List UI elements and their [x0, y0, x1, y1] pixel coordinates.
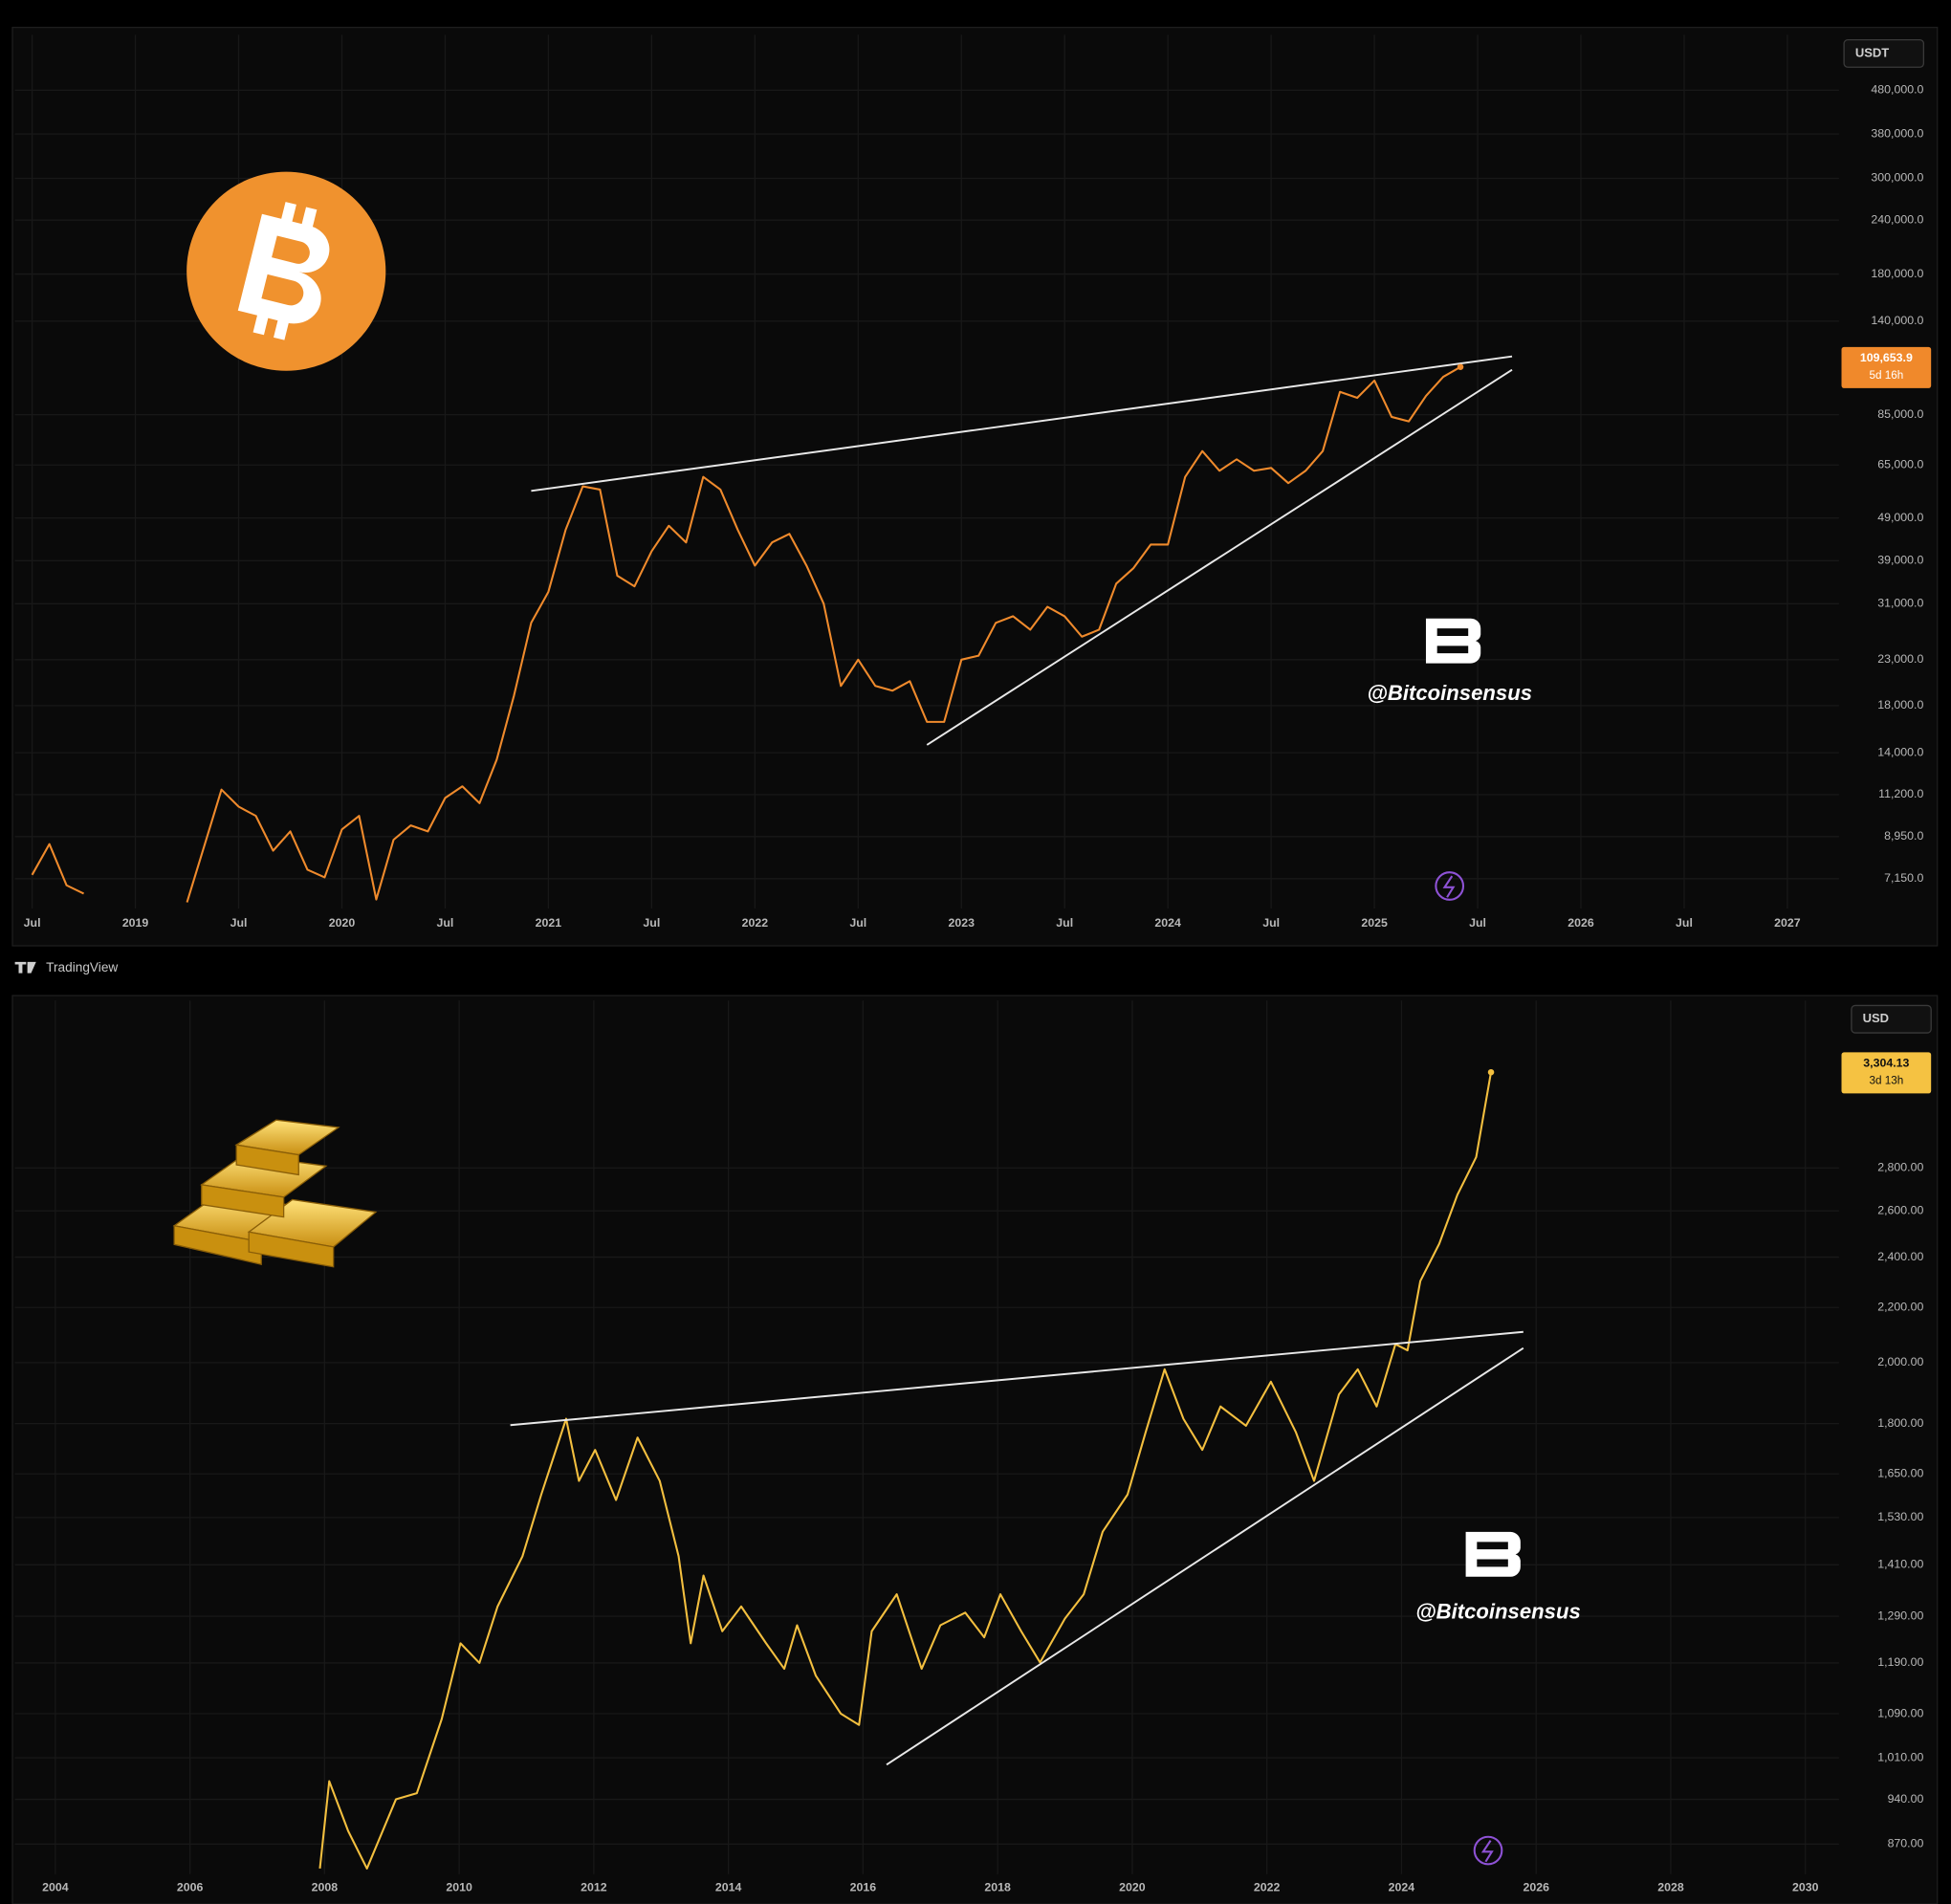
x-tick-label: 2012	[581, 1880, 607, 1893]
x-tick-label: Jul	[230, 916, 248, 930]
y-tick-label: 2,200.00	[1877, 1300, 1923, 1313]
x-tick-label: 2021	[536, 916, 562, 930]
y-tick-label: 380,000.0	[1871, 126, 1923, 140]
brand-label: TradingView	[46, 960, 118, 974]
price-label: 3,304.13	[1863, 1056, 1909, 1069]
y-tick-label: 1,530.00	[1877, 1510, 1923, 1523]
x-tick-label: 2014	[715, 1880, 742, 1893]
y-tick-label: 140,000.0	[1871, 314, 1923, 327]
lightning-icon	[1435, 871, 1503, 1866]
price-label-box	[1841, 1052, 1932, 1094]
x-tick-label: 2010	[446, 1880, 472, 1893]
x-tick-label: 2022	[742, 916, 769, 930]
gold-panel	[11, 995, 1939, 1904]
trendline	[886, 1346, 1524, 1766]
countdown-label: 5d 16h	[1869, 369, 1903, 382]
trendline	[510, 1330, 1524, 1427]
y-tick-label: 180,000.0	[1871, 267, 1923, 280]
x-tick-label: Jul	[1262, 916, 1280, 930]
y-tick-label: 300,000.0	[1871, 171, 1923, 185]
y-tick-label: 1,010.00	[1877, 1750, 1923, 1763]
bitcoin-logo	[186, 171, 386, 371]
x-tick-label: 2023	[948, 916, 975, 930]
x-tick-label: 2024	[1154, 916, 1181, 930]
x-tick-label: 2006	[177, 1880, 204, 1893]
x-tick-label: Jul	[437, 916, 454, 930]
y-tick-label: 240,000.0	[1871, 212, 1923, 226]
currency-box	[1851, 1004, 1932, 1034]
x-tick-label: 2024	[1389, 1880, 1415, 1893]
y-tick-label: 11,200.0	[1878, 787, 1923, 800]
y-tick-label: 480,000.0	[1871, 83, 1923, 97]
y-tick-label: 870.00	[1888, 1837, 1924, 1850]
y-tick-label: 14,000.0	[1877, 745, 1923, 758]
y-tick-label: 18,000.0	[1877, 698, 1923, 711]
x-tick-label: 2027	[1774, 916, 1801, 930]
x-tick-label: Jul	[24, 916, 41, 930]
x-tick-label: 2020	[1119, 1880, 1146, 1893]
price-line	[318, 1072, 1493, 1870]
y-tick-label: 23,000.0	[1877, 652, 1923, 666]
currency-label: USD	[1863, 1011, 1889, 1025]
x-tick-label: Jul	[1469, 916, 1486, 930]
trendline	[531, 355, 1513, 492]
x-tick-label: Jul	[1676, 916, 1693, 930]
last-price-dot	[1457, 363, 1464, 370]
gold-bars-icon	[172, 1119, 378, 1268]
last-price-dot	[1487, 1068, 1495, 1076]
y-tick-label: 940.00	[1888, 1792, 1924, 1806]
trendline	[926, 368, 1513, 746]
watermark-text: @Bitcoinsensus	[1367, 681, 1532, 705]
price-label-box	[1841, 346, 1932, 388]
x-tick-label: 2026	[1523, 1880, 1549, 1893]
plot	[318, 1072, 1524, 1870]
y-tick-label: 1,090.00	[1877, 1706, 1923, 1719]
y-tick-label: 8,950.0	[1884, 829, 1923, 843]
x-tick-label: 2030	[1792, 1880, 1819, 1893]
x-tick-label: 2019	[122, 916, 149, 930]
watermark-logo	[1425, 618, 1481, 664]
watermark-logo	[1465, 1531, 1521, 1577]
x-tick-label: Jul	[1056, 916, 1073, 930]
y-tick-label: 2,600.00	[1877, 1203, 1923, 1216]
x-tick-label: 2022	[1254, 1880, 1281, 1893]
x-tick-label: 2008	[312, 1880, 339, 1893]
y-tick-label: 1,190.00	[1877, 1655, 1923, 1669]
x-tick-label: 2018	[984, 1880, 1011, 1893]
x-tick-label: 2026	[1567, 916, 1594, 930]
y-tick-label: 1,800.00	[1877, 1416, 1923, 1430]
y-tick-label: 2,400.00	[1877, 1250, 1923, 1263]
tradingview-brand: TradingView	[14, 960, 118, 974]
y-tick-label: 7,150.0	[1884, 871, 1923, 885]
x-tick-label: 2020	[329, 916, 356, 930]
y-tick-label: 31,000.0	[1877, 597, 1923, 610]
y-tick-label: 39,000.0	[1877, 554, 1923, 567]
currency-box	[1843, 38, 1925, 68]
plot	[31, 355, 1513, 903]
x-tick-label: Jul	[643, 916, 660, 930]
btc-panel	[11, 26, 1939, 947]
y-tick-label: 1,290.00	[1877, 1609, 1923, 1622]
y-tick-label: 2,000.00	[1877, 1355, 1923, 1368]
x-tick-label: 2028	[1657, 1880, 1684, 1893]
price-label: 109,653.9	[1860, 351, 1913, 364]
y-tick-label: 2,800.00	[1877, 1161, 1923, 1174]
y-tick-label: 85,000.0	[1877, 407, 1923, 421]
y-tick-label: 49,000.0	[1877, 511, 1923, 524]
currency-label: USDT	[1855, 45, 1889, 59]
x-tick-label: 2004	[42, 1880, 69, 1893]
price-line	[31, 365, 1461, 903]
x-tick-label: 2025	[1361, 916, 1388, 930]
countdown-label: 3d 13h	[1869, 1074, 1903, 1086]
x-tick-label: 2016	[850, 1880, 877, 1893]
y-tick-label: 1,650.00	[1877, 1466, 1923, 1479]
x-tick-label: Jul	[849, 916, 866, 930]
watermark-text: @Bitcoinsensus	[1415, 1599, 1581, 1623]
y-tick-label: 1,410.00	[1877, 1558, 1923, 1571]
y-tick-label: 65,000.0	[1877, 457, 1923, 471]
